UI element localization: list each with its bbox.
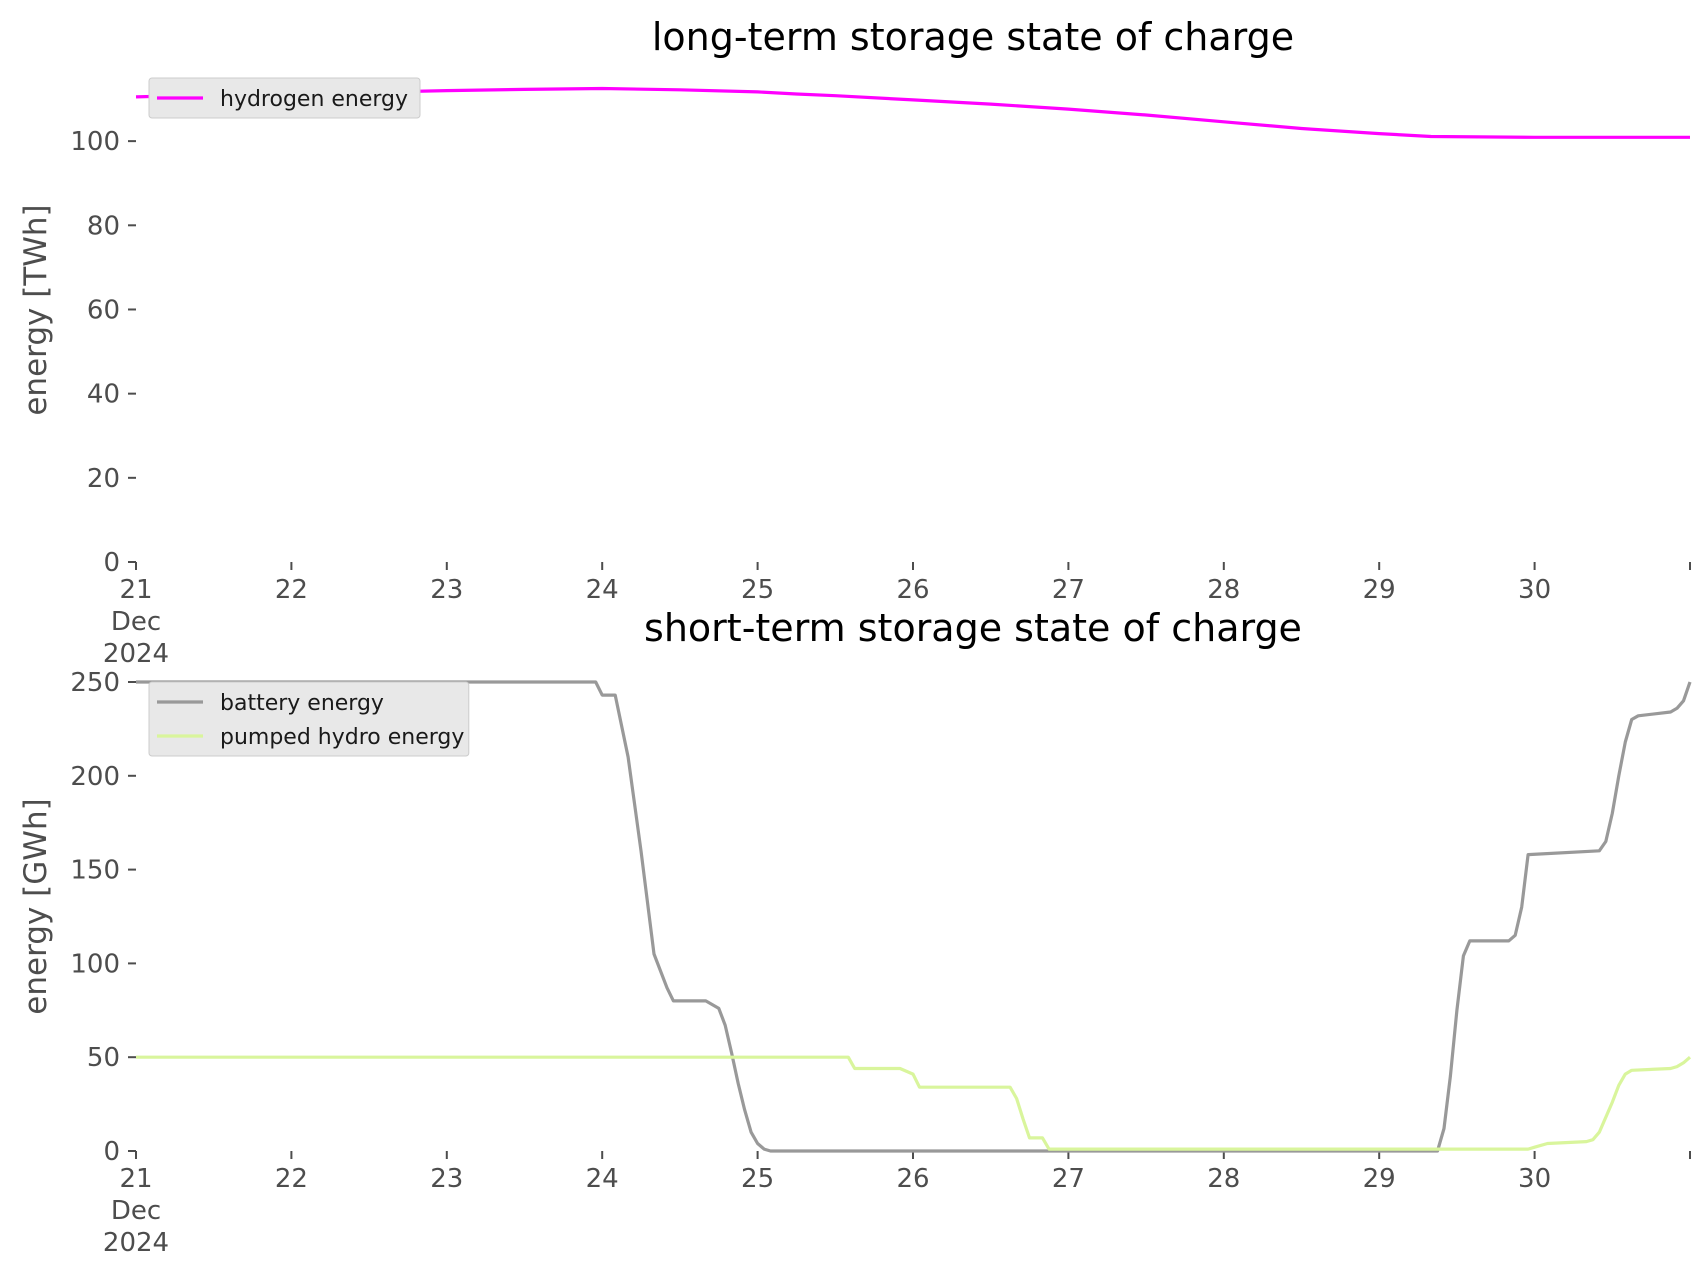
legend-box bbox=[148, 77, 421, 119]
x-tick-label: 26 bbox=[896, 1164, 929, 1194]
y-axis: 0 20 40 60 80 100 bbox=[70, 127, 136, 578]
x-axis: 21 Dec 2024 22 23 24 25 26 27 28 29 30 bbox=[103, 1151, 1691, 1258]
x-tick-label: 25 bbox=[741, 575, 774, 605]
x-tick-label: 22 bbox=[275, 575, 308, 605]
x-tick-label: 21 Dec 2024 bbox=[103, 575, 169, 669]
x-tick-label: 24 bbox=[586, 575, 619, 605]
chart-title: short-term storage state of charge bbox=[644, 606, 1302, 650]
legend-label: battery energy bbox=[220, 691, 384, 716]
legend-box bbox=[148, 681, 470, 757]
x-tick-label: 23 bbox=[430, 575, 463, 605]
x-tick-label: 22 bbox=[275, 1164, 308, 1194]
legend-label: hydrogen energy bbox=[220, 87, 408, 112]
y-axis: 0 50 100 150 200 250 bbox=[70, 668, 136, 1167]
x-tick-label: 23 bbox=[430, 1164, 463, 1194]
x-tick-label: 21 Dec 2024 bbox=[103, 1164, 169, 1258]
y-tick-label: 100 bbox=[70, 127, 120, 157]
y-tick-label: 0 bbox=[103, 1137, 120, 1167]
x-tick-label: 26 bbox=[896, 575, 929, 605]
x-axis: 21 Dec 2024 22 23 24 25 26 27 28 29 30 bbox=[103, 562, 1691, 669]
y-tick-label: 0 bbox=[103, 548, 120, 578]
chart-title: long-term storage state of charge bbox=[652, 15, 1294, 59]
x-tick-label: 27 bbox=[1052, 1164, 1085, 1194]
y-tick-label: 20 bbox=[87, 464, 120, 494]
x-tick-label: 28 bbox=[1207, 1164, 1240, 1194]
y-tick-label: 60 bbox=[87, 295, 120, 325]
x-tick-label: 24 bbox=[586, 1164, 619, 1194]
chart-panel-1: long-term storage state of charge energy … bbox=[18, 15, 1691, 669]
y-tick-label: 40 bbox=[87, 380, 120, 410]
y-axis-label: energy [TWh] bbox=[18, 204, 54, 415]
x-tick-label: 30 bbox=[1518, 575, 1551, 605]
legend: battery energy pumped hydro energy bbox=[148, 681, 470, 757]
y-tick-label: 100 bbox=[70, 949, 120, 979]
y-tick-label: 80 bbox=[87, 211, 120, 241]
chart-panel-2: short-term storage state of charge energy… bbox=[18, 606, 1692, 1258]
series-line-battery-energy bbox=[136, 680, 1692, 1153]
legend-label: pumped hydro energy bbox=[220, 725, 464, 750]
y-axis-label: energy [GWh] bbox=[18, 798, 54, 1014]
y-tick-label: 50 bbox=[87, 1043, 120, 1073]
series-line-pumped-hydro-energy bbox=[136, 1055, 1692, 1151]
y-tick-label: 150 bbox=[70, 856, 120, 886]
x-tick-label: 29 bbox=[1363, 575, 1396, 605]
y-tick-label: 200 bbox=[70, 762, 120, 792]
x-tick-label: 25 bbox=[741, 1164, 774, 1194]
y-tick-label: 250 bbox=[70, 668, 120, 698]
x-tick-label: 30 bbox=[1518, 1164, 1551, 1194]
x-tick-label: 27 bbox=[1052, 575, 1085, 605]
legend: hydrogen energy bbox=[148, 77, 421, 119]
x-tick-label: 29 bbox=[1363, 1164, 1396, 1194]
x-tick-label: 28 bbox=[1207, 575, 1240, 605]
